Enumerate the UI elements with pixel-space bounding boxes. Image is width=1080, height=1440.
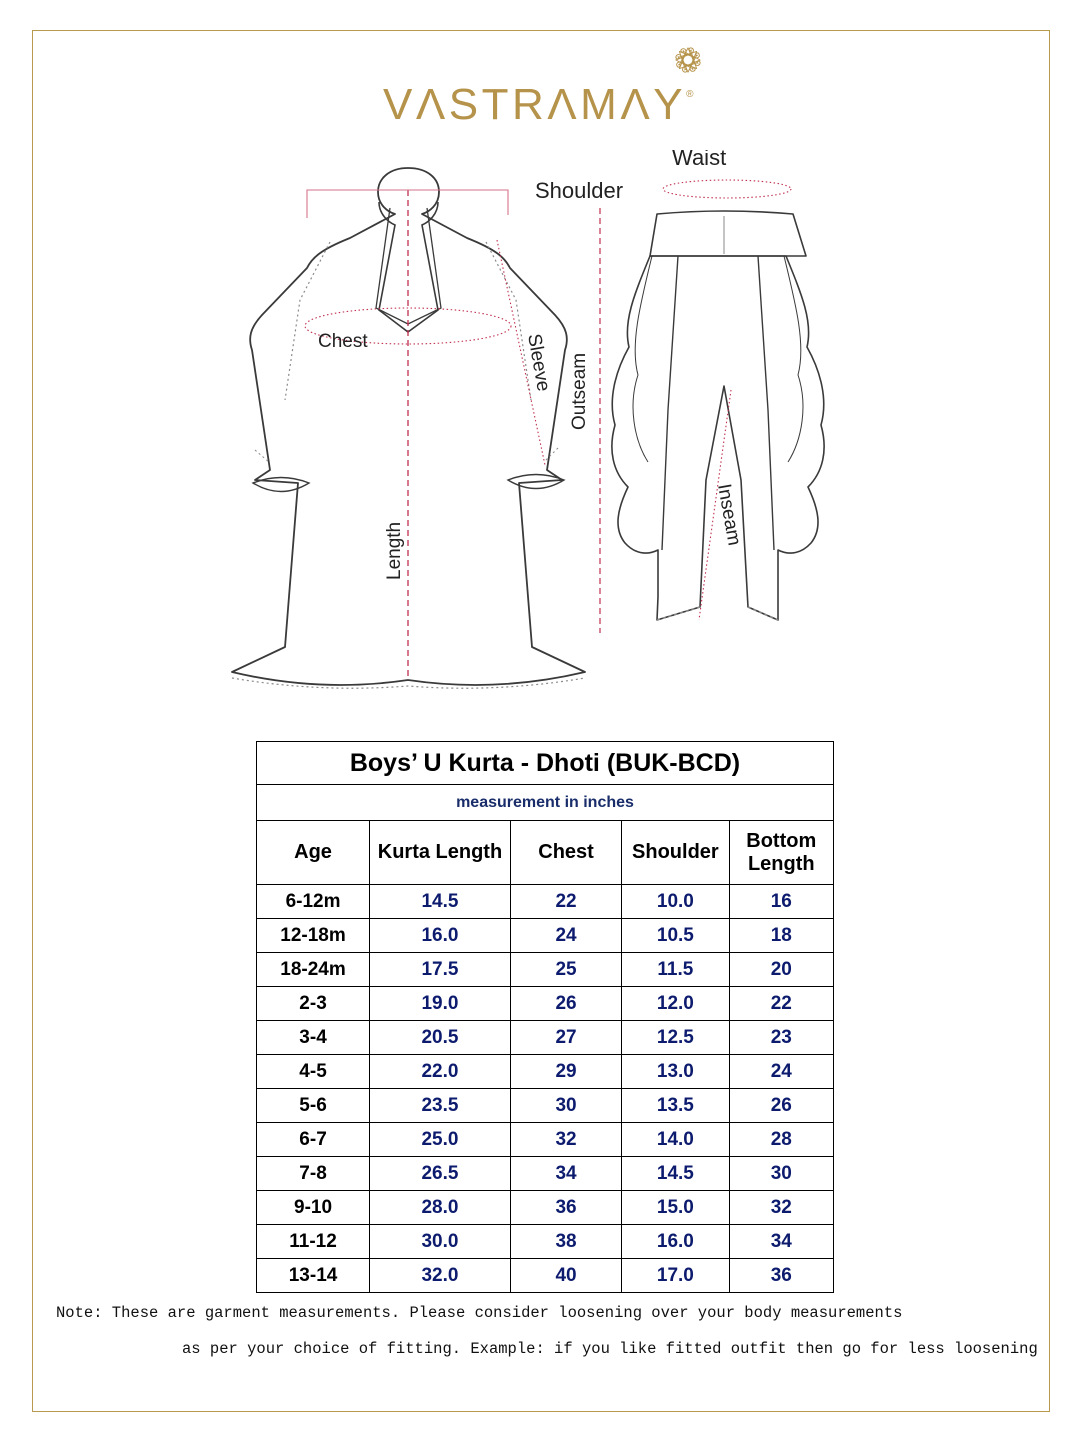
svg-text:Inseam: Inseam [713, 482, 745, 547]
svg-text:Chest: Chest [318, 331, 368, 352]
svg-text:Outseam: Outseam [569, 353, 590, 430]
svg-text:Length: Length [384, 522, 405, 580]
svg-text:Shoulder: Shoulder [535, 178, 623, 203]
svg-text:Waist: Waist [672, 150, 726, 170]
svg-text:Sleeve: Sleeve [523, 332, 554, 393]
